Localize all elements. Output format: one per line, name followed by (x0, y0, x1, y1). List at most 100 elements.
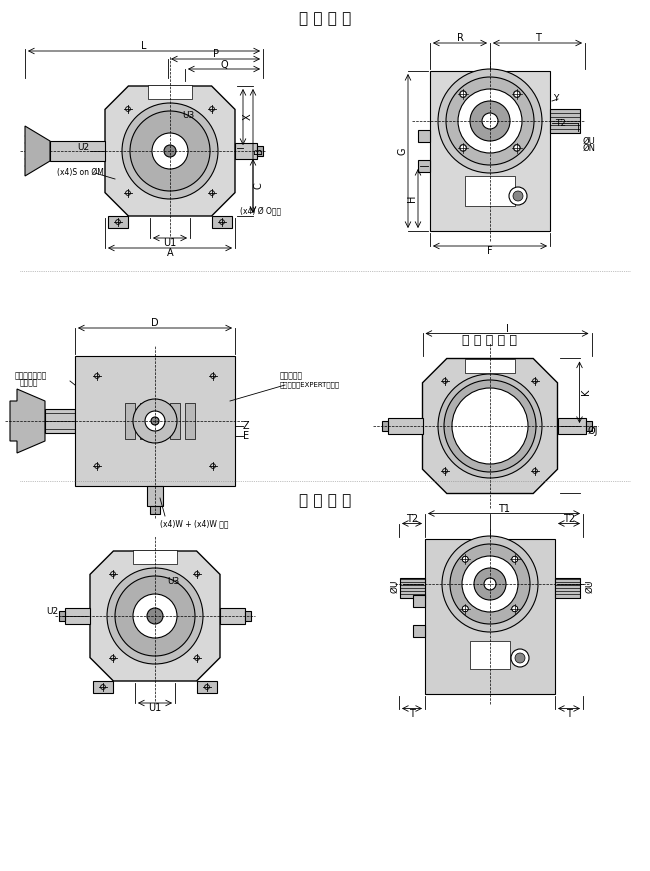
Text: ØN: ØN (583, 144, 596, 152)
Text: C: C (254, 183, 264, 189)
Text: T: T (409, 708, 415, 719)
Text: （仅适用于EXPERT类型）: （仅适用于EXPERT类型） (280, 381, 340, 388)
Circle shape (450, 544, 530, 624)
Bar (65, 608, 90, 624)
Text: T2: T2 (555, 118, 566, 127)
Circle shape (438, 69, 542, 173)
Bar (235, 143, 257, 159)
Circle shape (515, 653, 525, 663)
Circle shape (164, 145, 176, 157)
Text: B: B (254, 147, 264, 154)
Circle shape (133, 594, 177, 638)
Circle shape (514, 145, 521, 152)
Text: (x4) Ø O通孔: (x4) Ø O通孔 (240, 206, 281, 215)
Circle shape (122, 103, 218, 199)
Text: T2: T2 (406, 515, 418, 524)
Circle shape (452, 388, 528, 464)
Bar (147, 486, 163, 506)
Text: U3: U3 (182, 111, 194, 120)
Circle shape (152, 133, 188, 169)
Circle shape (147, 608, 163, 624)
Bar (150, 506, 160, 514)
Bar (382, 421, 387, 431)
Circle shape (513, 191, 523, 201)
Circle shape (438, 374, 542, 478)
Text: D: D (151, 318, 159, 328)
Text: R: R (456, 33, 463, 43)
Bar (418, 160, 430, 172)
Circle shape (482, 113, 498, 129)
Circle shape (151, 417, 159, 425)
Text: 回差调整片: 回差调整片 (280, 372, 303, 381)
Bar (197, 681, 217, 693)
Text: I: I (506, 323, 508, 334)
Text: K: K (580, 389, 590, 395)
Bar (550, 109, 580, 133)
Text: 阿里马达连轴节: 阿里马达连轴节 (15, 372, 47, 381)
Bar (425, 538, 555, 693)
Text: 输 入 轴 类 型: 输 入 轴 类 型 (463, 334, 517, 348)
Bar (387, 418, 422, 434)
Text: (x4)W + (x4)W 反面: (x4)W + (x4)W 反面 (160, 519, 229, 529)
Circle shape (512, 605, 518, 611)
Bar (108, 216, 128, 228)
Bar (212, 216, 232, 228)
Bar (586, 421, 592, 431)
Circle shape (460, 91, 467, 98)
Circle shape (145, 411, 165, 431)
Polygon shape (25, 126, 50, 176)
Text: U3: U3 (167, 577, 179, 585)
Circle shape (107, 568, 203, 664)
Bar (418, 130, 430, 142)
Bar (465, 359, 515, 373)
Text: A: A (166, 248, 174, 258)
Text: Y: Y (553, 94, 558, 104)
Circle shape (470, 101, 510, 141)
Circle shape (458, 89, 522, 153)
Bar (133, 550, 177, 564)
Bar (185, 403, 195, 439)
Text: L: L (141, 41, 147, 51)
Circle shape (462, 605, 468, 611)
Text: Z: Z (243, 421, 250, 431)
Circle shape (512, 557, 518, 563)
Circle shape (442, 536, 538, 632)
Text: T2: T2 (563, 515, 575, 524)
Bar (465, 176, 515, 206)
Text: T1: T1 (498, 503, 510, 514)
Bar (50, 141, 105, 161)
Text: ØU: ØU (583, 137, 596, 145)
Text: X: X (243, 114, 253, 120)
Text: U1: U1 (163, 238, 177, 248)
Bar (430, 71, 550, 231)
Bar (155, 403, 165, 439)
Circle shape (474, 568, 506, 600)
Bar (148, 85, 192, 99)
Bar (93, 681, 113, 693)
Bar (257, 146, 263, 156)
Text: U1: U1 (148, 703, 162, 713)
Circle shape (511, 649, 529, 667)
Bar (413, 595, 425, 607)
Text: P: P (213, 49, 218, 59)
Circle shape (462, 556, 518, 612)
Circle shape (484, 578, 496, 590)
Polygon shape (105, 86, 235, 216)
Polygon shape (422, 359, 558, 494)
Polygon shape (90, 551, 220, 681)
Bar (220, 608, 245, 624)
Bar (125, 403, 135, 439)
Text: ØU: ØU (391, 579, 400, 593)
Text: E: E (243, 431, 249, 441)
Text: 双 输 出 轴: 双 输 出 轴 (299, 494, 351, 509)
Circle shape (446, 77, 534, 165)
Bar (558, 418, 586, 434)
Circle shape (460, 145, 467, 152)
Bar (555, 578, 580, 598)
Text: (x4)S on ØM: (x4)S on ØM (57, 168, 104, 178)
Bar (170, 403, 180, 439)
Bar (59, 611, 65, 621)
Text: T: T (534, 33, 540, 43)
Text: U2: U2 (46, 606, 58, 616)
Text: F: F (488, 246, 493, 256)
